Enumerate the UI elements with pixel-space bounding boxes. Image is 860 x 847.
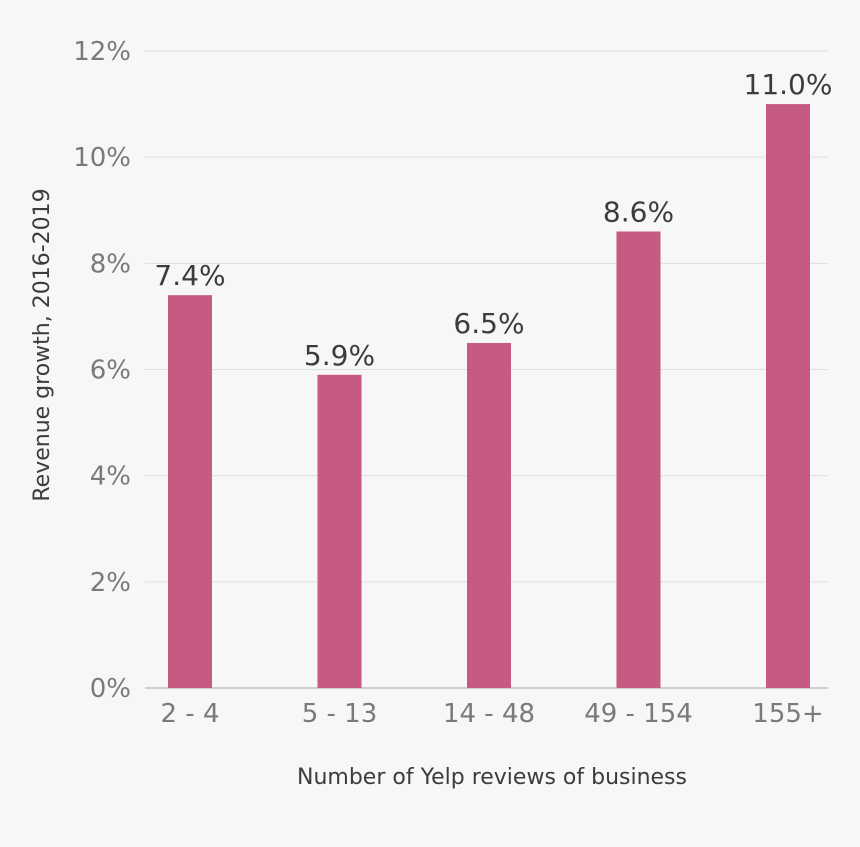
bar	[467, 342, 511, 688]
y-tick-label: 8%	[90, 249, 131, 279]
value-labels: 7.4% 5.9% 6.5% 8.6% 11.0%	[154, 68, 832, 372]
y-tick-label: 2%	[90, 568, 131, 598]
bar-value-label: 11.0%	[744, 68, 833, 101]
x-axis-ticks: 2 - 4 5 - 13 14 - 48 49 - 154 155+	[161, 699, 824, 729]
x-tick-label: 5 - 13	[302, 699, 378, 729]
bars	[168, 104, 810, 689]
y-axis-title: Revenue growth, 2016-2019	[30, 188, 55, 501]
x-axis-title: Number of Yelp reviews of business	[297, 765, 687, 790]
y-tick-label: 6%	[90, 356, 131, 386]
bar	[766, 104, 810, 689]
y-tick-label: 0%	[90, 674, 131, 704]
y-axis-ticks: 0% 2% 4% 6% 8% 10% 12%	[73, 37, 131, 704]
bar-value-label: 8.6%	[603, 195, 674, 228]
bar-value-label: 6.5%	[453, 307, 524, 340]
x-tick-label: 155+	[752, 699, 823, 729]
x-tick-label: 49 - 154	[584, 699, 693, 729]
y-tick-label: 4%	[90, 462, 131, 492]
x-tick-label: 14 - 48	[443, 699, 535, 729]
bar	[317, 374, 362, 688]
y-tick-label: 10%	[73, 143, 131, 173]
y-tick-label: 12%	[73, 37, 131, 67]
bar-value-label: 7.4%	[154, 259, 225, 292]
bar-value-label: 5.9%	[304, 339, 375, 372]
bar	[616, 231, 661, 688]
x-tick-label: 2 - 4	[161, 699, 220, 729]
bar	[168, 295, 212, 688]
